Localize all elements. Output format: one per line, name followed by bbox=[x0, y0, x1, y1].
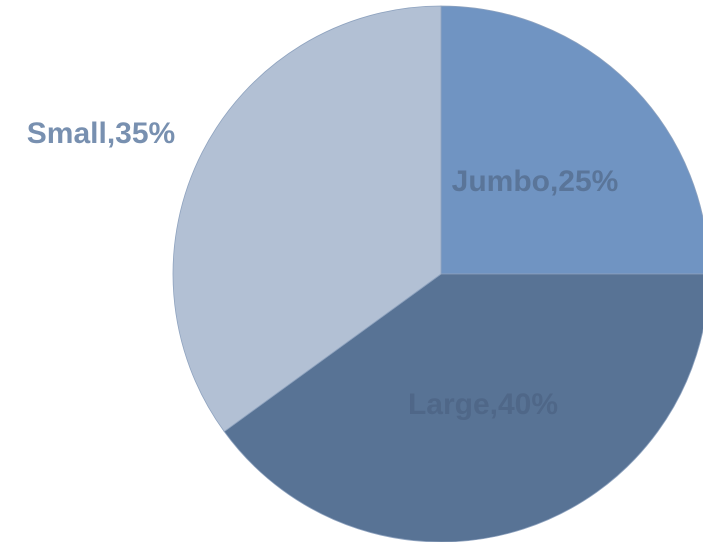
label-small: Small,35% bbox=[27, 117, 175, 150]
label-jumbo: Jumbo,25% bbox=[452, 165, 619, 198]
slice-jumbo bbox=[440, 5, 703, 275]
slice-large bbox=[223, 273, 703, 542]
pie-labels: Jumbo,25% Large,40% Small,35% bbox=[27, 117, 619, 421]
slice-small bbox=[172, 5, 442, 433]
label-large: Large,40% bbox=[408, 388, 558, 421]
pie-slices bbox=[172, 5, 703, 542]
